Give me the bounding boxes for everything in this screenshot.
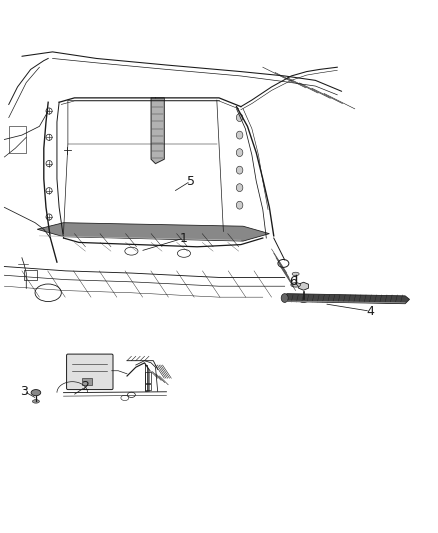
Ellipse shape: [292, 272, 299, 276]
Ellipse shape: [237, 201, 243, 209]
Text: 4: 4: [366, 305, 374, 318]
Text: 3: 3: [20, 385, 28, 398]
Ellipse shape: [237, 131, 243, 139]
Bar: [145, 384, 151, 390]
Ellipse shape: [300, 299, 307, 302]
Polygon shape: [283, 294, 410, 304]
Bar: [9, 126, 26, 152]
Text: 5: 5: [187, 175, 194, 188]
Ellipse shape: [31, 390, 41, 395]
Text: 1: 1: [180, 231, 188, 245]
Ellipse shape: [281, 294, 288, 302]
Ellipse shape: [237, 149, 243, 157]
Polygon shape: [37, 223, 269, 241]
Ellipse shape: [237, 166, 243, 174]
Ellipse shape: [291, 282, 300, 287]
Bar: [82, 378, 92, 385]
Bar: [24, 270, 37, 280]
Text: 2: 2: [81, 381, 89, 393]
Polygon shape: [151, 98, 164, 164]
Ellipse shape: [237, 184, 243, 191]
Ellipse shape: [32, 400, 39, 403]
Ellipse shape: [237, 114, 243, 122]
Text: 6: 6: [290, 276, 297, 288]
Bar: [145, 372, 151, 383]
Polygon shape: [299, 282, 308, 290]
FancyBboxPatch shape: [67, 354, 113, 390]
